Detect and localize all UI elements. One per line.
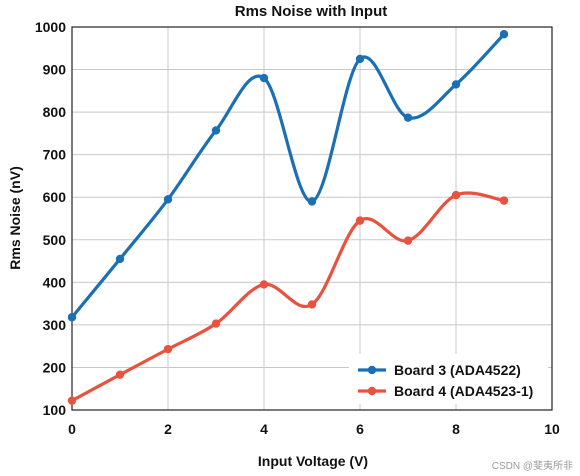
y-tick-label: 900 [43,62,67,78]
y-tick-label: 100 [43,402,67,418]
series-layer [67,30,509,405]
y-tick-label: 1000 [35,19,66,35]
legend-label: Board 4 (ADA4523-1) [394,383,533,399]
data-point [307,300,317,309]
y-tick-label: 700 [43,147,67,163]
y-tick-label: 500 [43,232,67,248]
legend-label: Board 3 (ADA4522) [394,362,521,378]
y-tick-label: 800 [43,104,67,120]
plot-frame [71,26,553,411]
data-point [355,54,365,64]
watermark-text: CSDN @斐夷所非 [492,459,573,472]
series-1 [67,30,509,322]
data-point [451,190,461,200]
data-point [115,254,125,264]
series-line [70,191,506,403]
x-tick-label: 6 [356,421,364,437]
data-point [211,126,221,135]
x-tick-label: 0 [68,421,76,437]
y-tick-label: 400 [43,274,67,290]
y-tick-label: 200 [43,359,67,375]
data-point [163,195,173,204]
series-2 [67,190,509,405]
data-point [163,344,173,354]
data-point [451,80,461,89]
x-tick-label: 4 [260,421,268,437]
data-point [355,216,365,225]
legend-swatch-marker [367,386,377,396]
data-point [307,197,317,206]
data-point [403,236,413,245]
tick-layer: 0 2 4 6 8 10 100 200 300 400 500 600 700 800 900 1000 [35,19,560,437]
x-tick-label: 10 [544,421,560,437]
x-tick-label: 8 [452,421,460,437]
y-tick-label: 300 [43,317,67,333]
series-line [70,32,506,319]
x-tick-label: 2 [164,421,172,437]
x-axis-label: Input Voltage (V) [258,453,368,469]
data-point [259,73,269,83]
y-axis-label: Rms Noise (nV) [7,166,23,269]
data-point [211,319,221,328]
chart-title: Rms Noise with Input [235,3,388,20]
data-point [67,313,77,322]
legend: Board 3 (ADA4522) Board 4 (ADA4523-1) [349,354,548,404]
data-point [499,30,509,39]
data-point [259,280,269,289]
legend-swatch-marker [367,365,377,375]
data-point [115,370,125,379]
grid-layer [72,27,552,410]
y-tick-label: 600 [43,189,67,205]
data-point [403,113,413,122]
data-point [67,396,77,405]
legend-box [349,354,548,404]
data-point [499,196,509,205]
